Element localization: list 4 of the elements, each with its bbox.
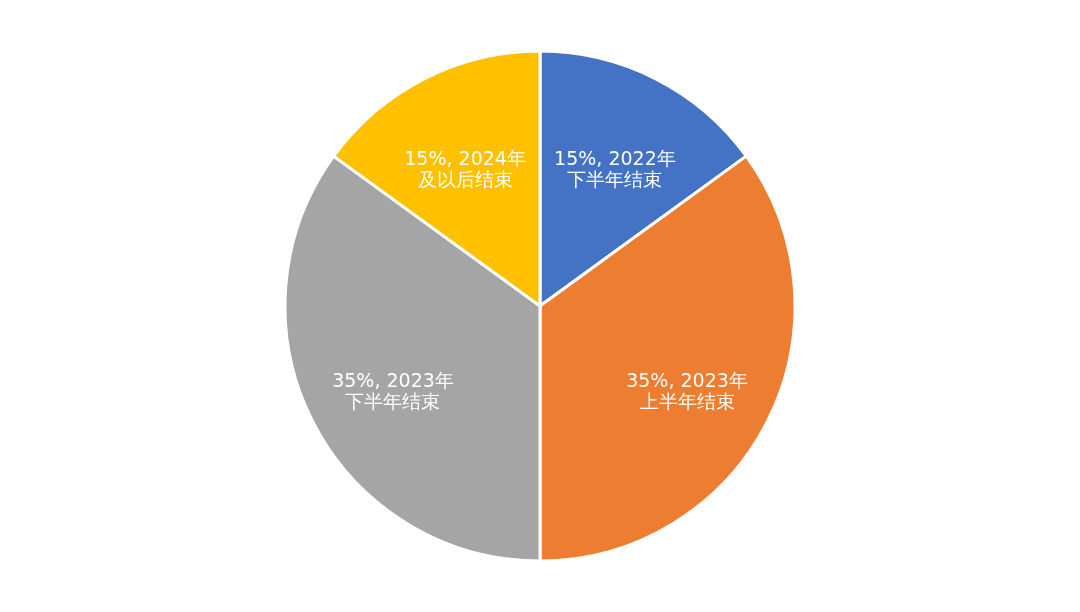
slice-label: 15%, 2022年下半年结束 <box>554 146 676 190</box>
slice-label: 15%, 2024年及以后结束 <box>404 146 526 190</box>
slice-label: 35%, 2023年上半年结束 <box>626 368 748 412</box>
slice-label: 35%, 2023年下半年结束 <box>332 368 454 412</box>
